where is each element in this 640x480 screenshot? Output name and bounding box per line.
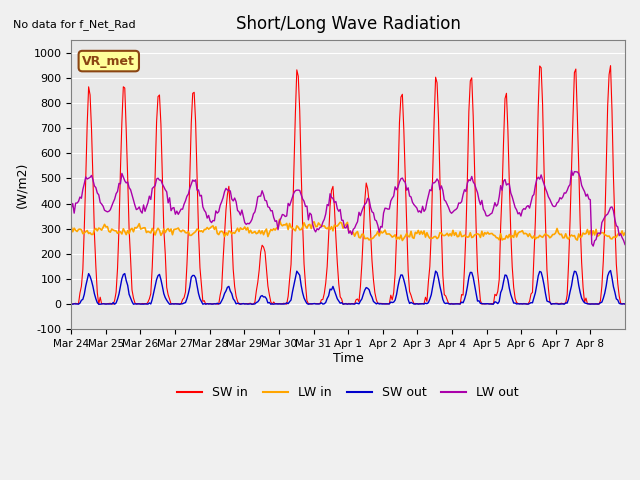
Y-axis label: (W/m2): (W/m2) <box>15 162 28 208</box>
Title: Short/Long Wave Radiation: Short/Long Wave Radiation <box>236 15 461 33</box>
Text: No data for f_Net_Rad: No data for f_Net_Rad <box>13 19 136 30</box>
Legend: SW in, LW in, SW out, LW out: SW in, LW in, SW out, LW out <box>172 381 524 404</box>
X-axis label: Time: Time <box>333 352 364 365</box>
Text: VR_met: VR_met <box>83 55 135 68</box>
